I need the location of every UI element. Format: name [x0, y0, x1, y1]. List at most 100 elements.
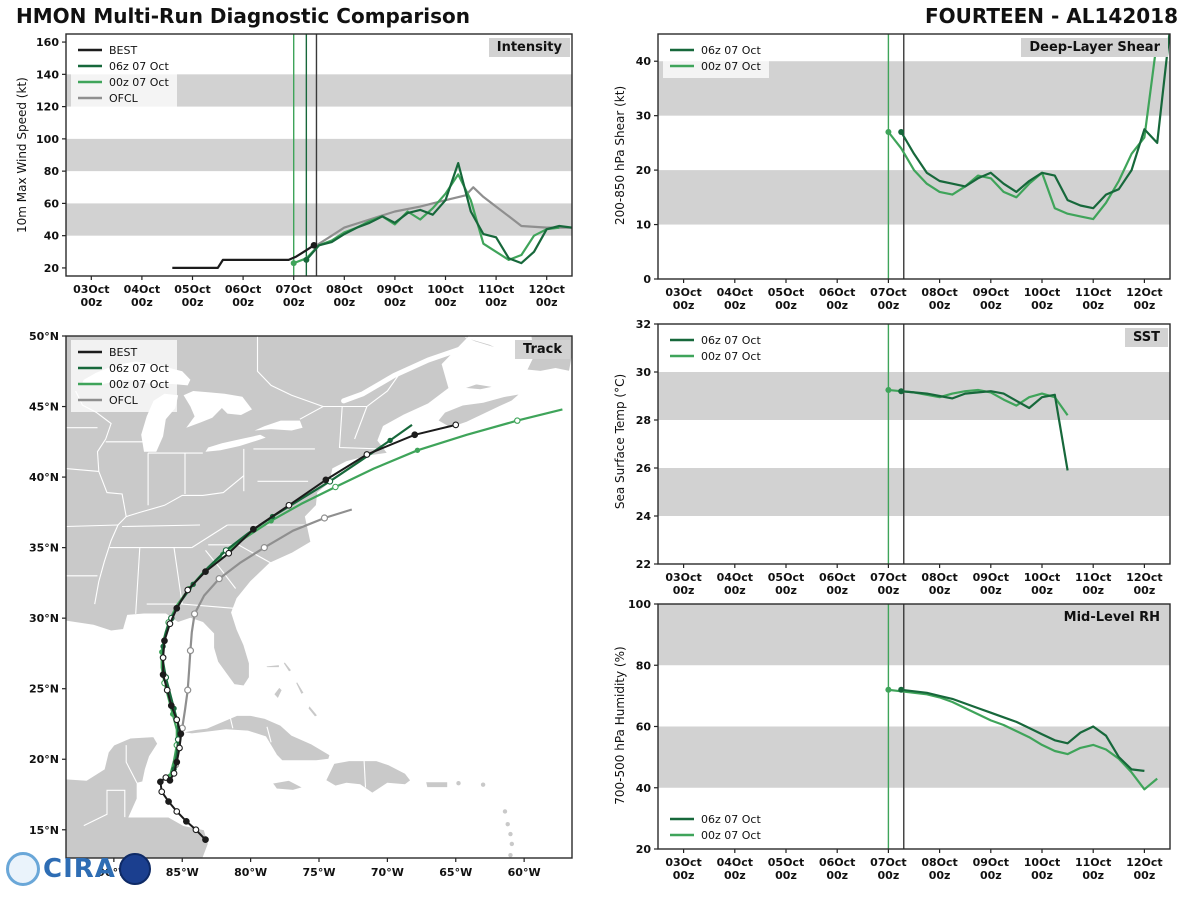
- svg-text:10Oct: 10Oct: [1024, 856, 1060, 869]
- svg-text:00z: 00z: [1082, 299, 1104, 312]
- svg-text:12Oct: 12Oct: [1126, 856, 1162, 869]
- svg-text:09Oct: 09Oct: [973, 571, 1009, 584]
- svg-text:40°N: 40°N: [29, 471, 59, 484]
- svg-text:35°N: 35°N: [29, 542, 59, 555]
- svg-text:12Oct: 12Oct: [528, 283, 564, 296]
- rh-panel: 700-500 hPa Humidity (%) 20 40 60 80 100 03Oc…: [612, 596, 1190, 898]
- cira-logo: CIRA: [6, 852, 151, 886]
- svg-text:28: 28: [636, 414, 651, 427]
- svg-text:11Oct: 11Oct: [1075, 856, 1111, 869]
- rh-chart: 20 40 60 80 100 03Oct 00z 04Oct 00z 05Oct 00z 06Oct…: [612, 596, 1190, 898]
- svg-text:05Oct: 05Oct: [768, 856, 804, 869]
- svg-text:OFCL: OFCL: [109, 92, 139, 105]
- svg-text:00z: 00z: [980, 869, 1002, 882]
- svg-text:40: 40: [44, 230, 60, 243]
- svg-text:00z: 00z: [775, 584, 797, 597]
- track-svg: 15°N20°N25°N30°N35°N40°N45°N50°N90°W 85°W…: [29, 330, 573, 879]
- svg-text:00z: 00z: [80, 296, 102, 309]
- svg-text:30°N: 30°N: [29, 612, 59, 625]
- svg-text:07Oct: 07Oct: [870, 856, 906, 869]
- rh-svg: 2040608010003Oct00z04Oct00z05Oct00z06Oct…: [628, 598, 1171, 882]
- svg-text:00z 07 Oct: 00z 07 Oct: [701, 829, 761, 842]
- svg-text:08Oct: 08Oct: [326, 283, 362, 296]
- svg-text:80: 80: [636, 659, 652, 672]
- svg-text:06z 07 Oct: 06z 07 Oct: [701, 813, 761, 826]
- shear-chart: 0 10 20 30 40 03Oct 00z 04Oct 00z 05Oct 00z 06Oct 00…: [612, 26, 1190, 326]
- cira-logo-text: CIRA: [43, 854, 116, 884]
- svg-text:05Oct: 05Oct: [768, 286, 804, 299]
- svg-text:11Oct: 11Oct: [478, 283, 514, 296]
- svg-text:50°N: 50°N: [29, 330, 59, 343]
- svg-text:BEST: BEST: [109, 44, 137, 57]
- svg-text:00z: 00z: [1134, 584, 1156, 597]
- page-title: HMON Multi-Run Diagnostic Comparison: [16, 4, 470, 28]
- svg-text:140: 140: [36, 68, 59, 81]
- svg-text:00z: 00z: [435, 296, 457, 309]
- series-line: [901, 688, 1145, 772]
- noaa-emblem-icon: [118, 853, 151, 885]
- svg-text:00z: 00z: [775, 299, 797, 312]
- rh-title: Mid-Level RH: [1055, 608, 1168, 627]
- svg-text:00z: 00z: [929, 299, 951, 312]
- svg-text:04Oct: 04Oct: [717, 286, 753, 299]
- svg-text:20: 20: [636, 843, 652, 856]
- svg-text:40: 40: [636, 55, 652, 68]
- svg-text:00z: 00z: [878, 299, 900, 312]
- storm-id: FOURTEEN - AL142018: [924, 4, 1178, 28]
- svg-text:100: 100: [628, 598, 651, 611]
- svg-text:09Oct: 09Oct: [973, 286, 1009, 299]
- svg-text:65°W: 65°W: [439, 866, 472, 879]
- sst-chart: 22 24 26 28 30 32 03Oct 00z 04Oct 00z 05Oct 00z 06Oc…: [612, 316, 1190, 608]
- series-line: [172, 244, 315, 269]
- svg-text:00z: 00z: [724, 584, 746, 597]
- intensity-svg: 2040608010012014016003Oct00z04Oct00z05Oc…: [36, 33, 573, 309]
- svg-text:00z: 00z: [1134, 299, 1156, 312]
- svg-text:00z: 00z: [980, 299, 1002, 312]
- track-line: [174, 508, 353, 766]
- svg-text:06Oct: 06Oct: [819, 286, 855, 299]
- svg-text:06z 07 Oct: 06z 07 Oct: [109, 60, 169, 73]
- series-line: [900, 34, 1170, 210]
- svg-text:00z: 00z: [775, 869, 797, 882]
- svg-text:00z: 00z: [131, 296, 153, 309]
- svg-text:00z: 00z: [673, 584, 695, 597]
- svg-text:60: 60: [636, 721, 652, 734]
- svg-text:00z: 00z: [283, 296, 305, 309]
- svg-text:07Oct: 07Oct: [870, 286, 906, 299]
- svg-text:45°N: 45°N: [29, 401, 59, 414]
- svg-text:00z: 00z: [929, 869, 951, 882]
- svg-text:07Oct: 07Oct: [275, 283, 311, 296]
- svg-text:10: 10: [636, 219, 652, 232]
- svg-text:06z 07 Oct: 06z 07 Oct: [109, 362, 169, 375]
- svg-text:00z: 00z: [333, 296, 355, 309]
- svg-text:60: 60: [44, 197, 60, 210]
- svg-text:75°W: 75°W: [303, 866, 336, 879]
- svg-text:00z: 00z: [826, 869, 848, 882]
- shear-panel: 200-850 hPa Shear (kt) 0 10 20 30 40 03Oct 00z…: [612, 26, 1190, 326]
- svg-text:00z 07 Oct: 00z 07 Oct: [701, 350, 761, 363]
- svg-text:00z: 00z: [384, 296, 406, 309]
- svg-text:11Oct: 11Oct: [1075, 286, 1111, 299]
- svg-text:100: 100: [36, 133, 59, 146]
- svg-text:00z: 00z: [673, 869, 695, 882]
- svg-text:00z 07 Oct: 00z 07 Oct: [109, 76, 169, 89]
- svg-text:20: 20: [636, 164, 652, 177]
- svg-text:00z: 00z: [878, 584, 900, 597]
- svg-text:08Oct: 08Oct: [921, 856, 957, 869]
- svg-text:08Oct: 08Oct: [921, 286, 957, 299]
- svg-text:10Oct: 10Oct: [1024, 286, 1060, 299]
- svg-text:12Oct: 12Oct: [1126, 571, 1162, 584]
- svg-text:00z: 00z: [826, 299, 848, 312]
- svg-text:20°N: 20°N: [29, 753, 59, 766]
- intensity-title: Intensity: [488, 38, 570, 57]
- svg-text:22: 22: [636, 558, 651, 571]
- svg-text:30: 30: [636, 110, 652, 123]
- intensity-panel: 10m Max Wind Speed (kt) 20 40 60 80 100 120 14…: [14, 26, 580, 326]
- svg-text:00z: 00z: [232, 296, 254, 309]
- sst-panel: Sea Surface Temp (°C) 22 24 26 28 30 32 03Oct 0…: [612, 316, 1190, 608]
- svg-text:00z: 00z: [980, 584, 1002, 597]
- svg-text:24: 24: [636, 510, 652, 523]
- svg-text:00z: 00z: [1134, 869, 1156, 882]
- track-title: Track: [515, 340, 570, 359]
- svg-text:10Oct: 10Oct: [427, 283, 463, 296]
